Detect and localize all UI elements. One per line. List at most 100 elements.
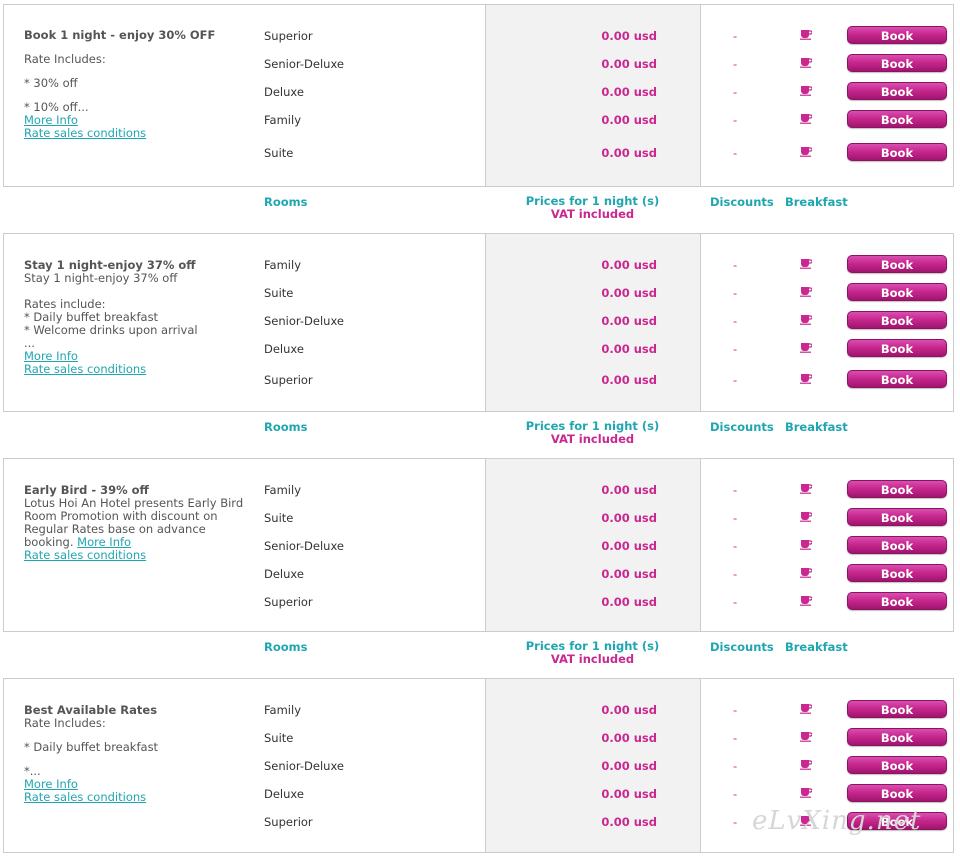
breakfast-cup-icon (800, 512, 812, 522)
room-row: Senior-Deluxe 0.00 usd - Book (4, 536, 955, 556)
room-price: 0.00 usd (601, 57, 657, 71)
rate-conditions-link[interactable]: Rate sales conditions (24, 362, 147, 376)
book-button[interactable]: Book (847, 508, 947, 526)
book-button[interactable]: Book (847, 592, 947, 610)
room-price: 0.00 usd (601, 703, 657, 717)
price-column-bg (485, 679, 701, 852)
room-price: 0.00 usd (601, 314, 657, 328)
room-discount: - (733, 539, 738, 553)
room-discount: - (733, 85, 738, 99)
more-info-link[interactable]: More Info (77, 535, 132, 549)
rate-line: * Daily buffet breakfast (24, 310, 159, 324)
breakfast-cup-icon (800, 147, 812, 157)
price-column-bg (485, 459, 701, 631)
watermark-text: eLvXing.net (752, 806, 922, 836)
room-discount: - (733, 113, 738, 127)
book-button[interactable]: Book (847, 728, 947, 746)
room-price: 0.00 usd (601, 258, 657, 272)
room-price: 0.00 usd (601, 373, 657, 387)
room-name: Suite (264, 511, 294, 525)
column-headers: Rooms Prices for 1 night (s) VAT included… (0, 195, 960, 225)
breakfast-cup-icon (800, 58, 812, 68)
rate-conditions-link[interactable]: Rate sales conditions (24, 548, 147, 562)
room-row: Deluxe 0.00 usd - Book (4, 339, 955, 359)
room-row: Senior-Deluxe 0.00 usd - Book (4, 54, 955, 74)
breakfast-cup-icon (800, 704, 812, 714)
book-button[interactable]: Book (847, 564, 947, 582)
book-button[interactable]: Book (847, 700, 947, 718)
rate-block: Stay 1 night-enjoy 37% off Stay 1 night-… (3, 233, 954, 412)
room-row: Family 0.00 usd - Book (4, 255, 955, 275)
rooms-header: Rooms (264, 640, 308, 654)
room-name: Family (264, 703, 302, 717)
room-discount: - (733, 342, 738, 356)
prices-header-label: Prices for 1 night (s) (525, 419, 660, 433)
rate-line: Rate Includes: (24, 716, 106, 730)
room-discount: - (733, 731, 738, 745)
room-name: Senior-Deluxe (264, 314, 344, 328)
room-price: 0.00 usd (601, 539, 657, 553)
room-row: Family 0.00 usd - Book (4, 110, 955, 130)
room-price: 0.00 usd (601, 85, 657, 99)
rate-conditions-link[interactable]: Rate sales conditions (24, 126, 147, 140)
more-info-link[interactable]: More Info (24, 777, 78, 791)
room-discount: - (733, 703, 738, 717)
room-row: Superior 0.00 usd - Book (4, 812, 955, 832)
discounts-header: Discounts (710, 420, 774, 434)
rate-conditions-link[interactable]: Rate sales conditions (24, 790, 147, 804)
room-name: Suite (264, 731, 294, 745)
room-name: Deluxe (264, 567, 304, 581)
room-price: 0.00 usd (601, 29, 657, 43)
rooms-header: Rooms (264, 195, 308, 209)
room-price: 0.00 usd (601, 342, 657, 356)
book-button[interactable]: Book (847, 26, 947, 44)
breakfast-cup-icon (800, 86, 812, 96)
rate-line: *... (24, 764, 41, 778)
room-name: Superior (264, 815, 313, 829)
room-row: Family 0.00 usd - Book (4, 700, 955, 720)
book-button[interactable]: Book (847, 784, 947, 802)
breakfast-cup-icon (800, 259, 812, 269)
room-discount: - (733, 595, 738, 609)
book-button[interactable]: Book (847, 110, 947, 128)
rate-title: Early Bird - 39% off (24, 483, 149, 497)
rate-block: Book 1 night - enjoy 30% OFF Rate Includ… (3, 4, 954, 187)
room-name: Superior (264, 595, 313, 609)
book-button[interactable]: Book (847, 311, 947, 329)
book-button[interactable]: Book (847, 370, 947, 388)
room-price: 0.00 usd (601, 146, 657, 160)
room-name: Senior-Deluxe (264, 57, 344, 71)
room-row: Family 0.00 usd - Book (4, 480, 955, 500)
book-button[interactable]: Book (847, 536, 947, 554)
prices-header-label: Prices for 1 night (s) (525, 194, 660, 208)
room-price: 0.00 usd (601, 286, 657, 300)
breakfast-header: Breakfast (785, 640, 848, 654)
room-price: 0.00 usd (601, 759, 657, 773)
room-discount: - (733, 258, 738, 272)
more-info-link[interactable]: More Info (24, 113, 78, 127)
room-price: 0.00 usd (601, 511, 657, 525)
breakfast-cup-icon (800, 343, 812, 353)
book-button[interactable]: Book (847, 480, 947, 498)
room-name: Deluxe (264, 787, 304, 801)
price-column-bg (485, 5, 701, 186)
room-discount: - (733, 314, 738, 328)
book-button[interactable]: Book (847, 82, 947, 100)
room-discount: - (733, 29, 738, 43)
book-button[interactable]: Book (847, 812, 947, 830)
book-button[interactable]: Book (847, 283, 947, 301)
room-row: Suite 0.00 usd - Book (4, 143, 955, 163)
rate-description: Book 1 night - enjoy 30% OFF Rate Includ… (24, 29, 249, 140)
more-info-link[interactable]: More Info (24, 349, 78, 363)
vat-label: VAT included (550, 207, 635, 221)
book-button[interactable]: Book (847, 143, 947, 161)
book-button[interactable]: Book (847, 339, 947, 357)
prices-header: Prices for 1 night (s) VAT included (490, 420, 695, 446)
book-button[interactable]: Book (847, 54, 947, 72)
book-button[interactable]: Book (847, 756, 947, 774)
room-discount: - (733, 286, 738, 300)
room-name: Superior (264, 29, 313, 43)
book-button[interactable]: Book (847, 255, 947, 273)
rate-line: Lotus Hoi An Hotel presents Early Bird R… (24, 497, 249, 549)
room-price: 0.00 usd (601, 787, 657, 801)
